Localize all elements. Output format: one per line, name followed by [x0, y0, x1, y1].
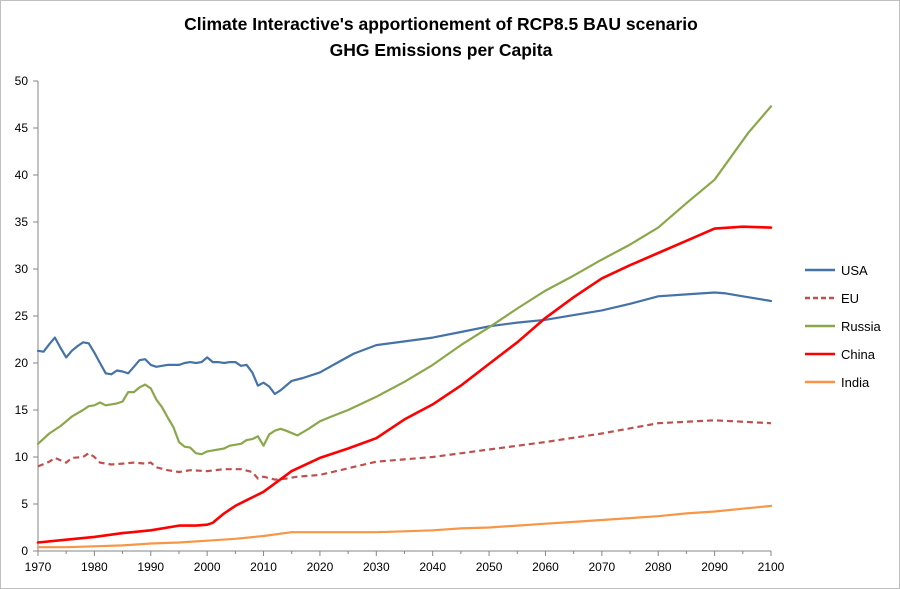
x-tick-label: 2050 — [476, 560, 503, 574]
y-tick-label: 40 — [15, 168, 29, 182]
x-tick-label: 2060 — [532, 560, 559, 574]
x-tick-label: 2080 — [645, 560, 672, 574]
legend-label-eu: EU — [841, 291, 859, 306]
y-tick-label: 10 — [15, 450, 29, 464]
x-tick-label: 1990 — [137, 560, 164, 574]
y-tick-label: 0 — [21, 544, 28, 558]
legend-label-china: China — [841, 347, 876, 362]
y-tick-label: 25 — [15, 309, 29, 323]
x-tick-label: 1970 — [25, 560, 52, 574]
y-tick-label: 45 — [15, 121, 29, 135]
x-tick-label: 2000 — [194, 560, 221, 574]
chart-title: Climate Interactive's apportionement of … — [184, 14, 698, 34]
series-line-usa — [36, 291, 773, 396]
x-tick-label: 2090 — [701, 560, 728, 574]
y-tick-label: 50 — [15, 74, 29, 88]
axes: 0 5 10 15 20 25 30 35 40 45 50 1970 1980 1990 2000 2010… — [15, 74, 785, 574]
x-tick-label: 2040 — [419, 560, 446, 574]
y-tick-label: 20 — [15, 356, 29, 370]
y-tick-label: 35 — [15, 215, 29, 229]
x-tick-label: 2100 — [758, 560, 785, 574]
y-tick-label: 15 — [15, 403, 29, 417]
series-line-eu — [37, 419, 772, 481]
chart-subtitle: GHG Emissions per Capita — [330, 40, 553, 60]
series-line-china — [36, 225, 773, 544]
x-tick-label: 2010 — [250, 560, 277, 574]
x-tick-label: 2030 — [363, 560, 390, 574]
series-line-india — [36, 504, 773, 549]
x-tick-label: 1980 — [81, 560, 108, 574]
legend-label-russia: Russia — [841, 319, 882, 334]
legend: USA EU Russia China India — [805, 263, 882, 390]
series-line-russia — [36, 105, 773, 456]
legend-label-india: India — [841, 375, 870, 390]
legend-label-usa: USA — [841, 263, 868, 278]
x-tick-label: 2020 — [307, 560, 334, 574]
x-tick-label: 2070 — [588, 560, 615, 574]
series-layer — [36, 105, 773, 549]
y-tick-label: 30 — [15, 262, 29, 276]
y-tick-label: 5 — [21, 497, 28, 511]
